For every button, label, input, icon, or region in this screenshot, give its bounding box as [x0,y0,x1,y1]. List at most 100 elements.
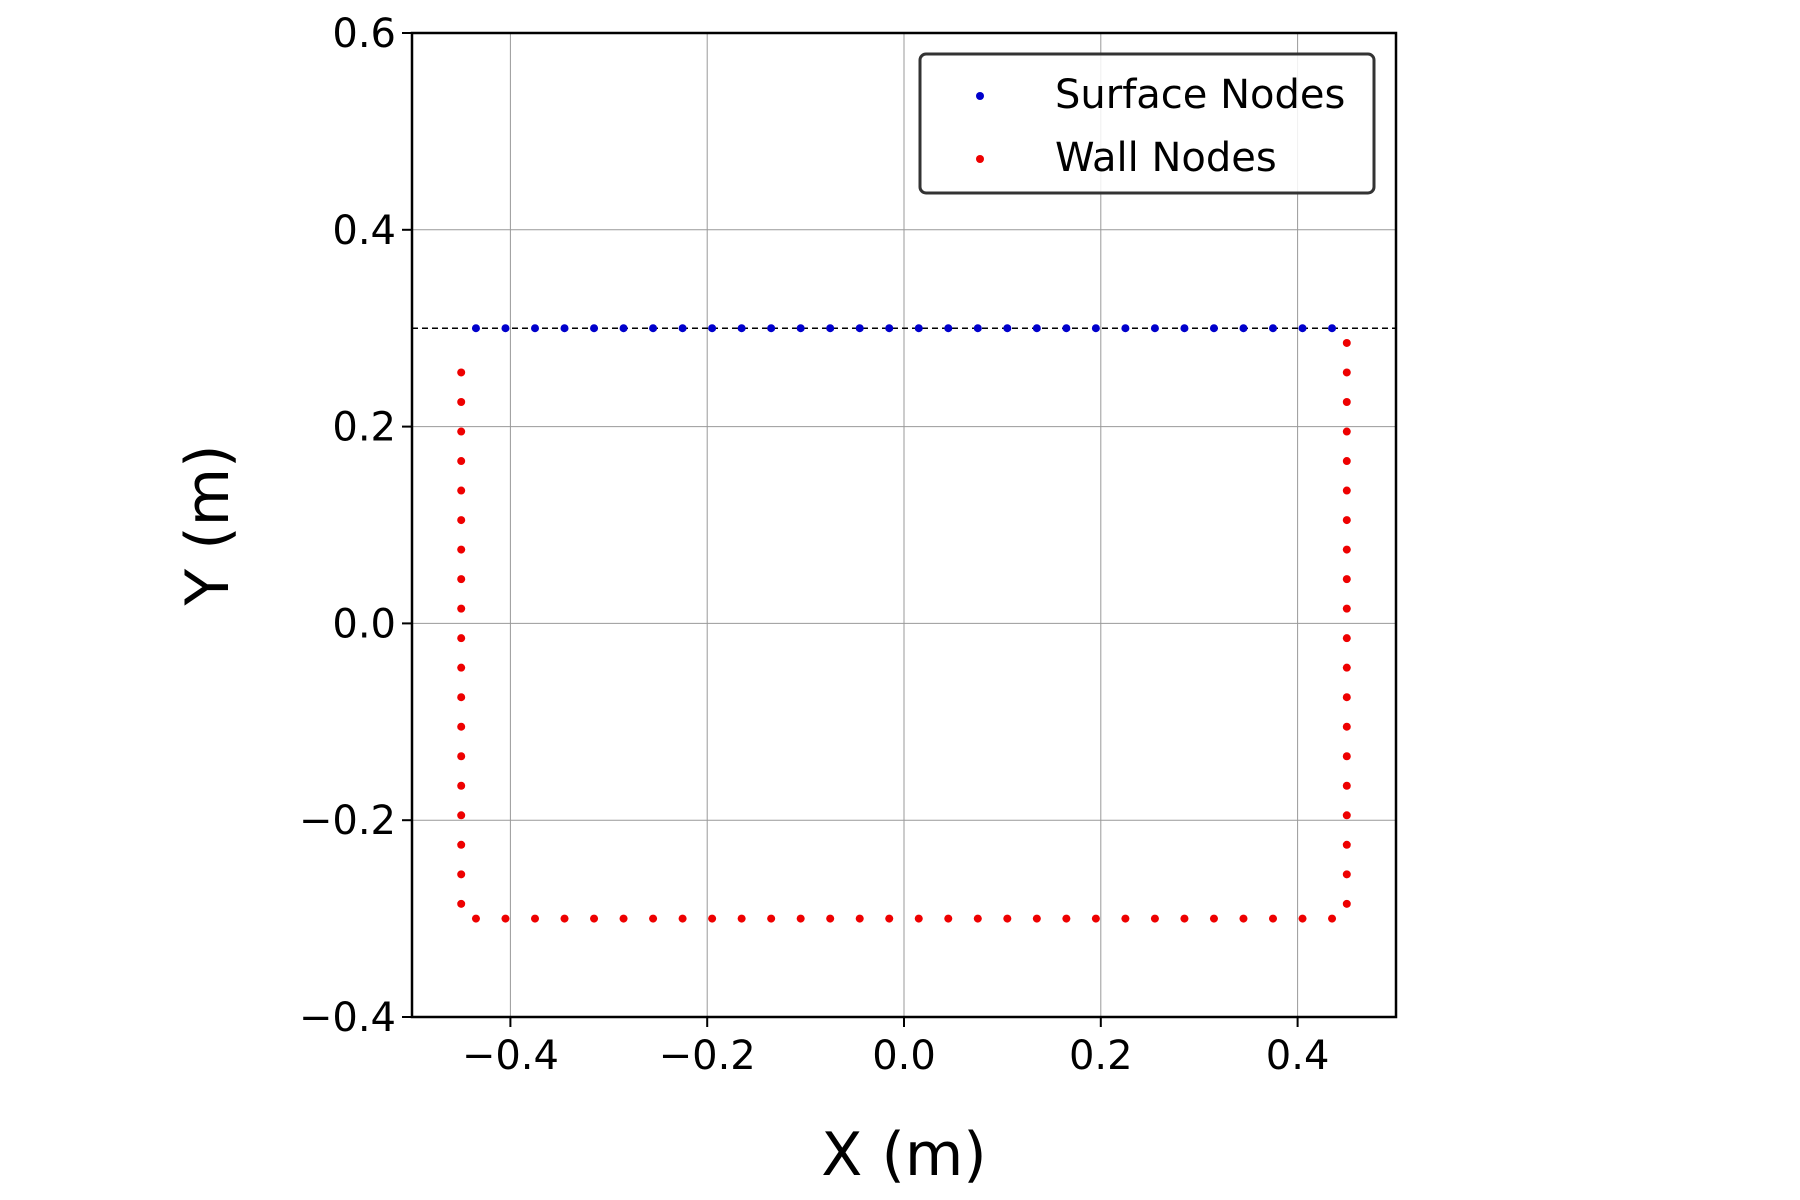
data-point [1342,811,1351,820]
data-point [457,722,466,731]
data-point [1091,324,1100,333]
data-point [1209,914,1218,923]
data-point [1298,324,1307,333]
x-tick-label: 0.2 [1069,1033,1133,1079]
data-point [457,545,466,554]
data-point [1032,914,1041,923]
y-tick-label: 0.2 [332,405,396,451]
data-point [1328,914,1337,923]
data-point [1342,486,1351,495]
x-axis-label: X (m) [821,1120,986,1190]
data-point [471,914,480,923]
data-point [457,368,466,377]
data-point [1298,914,1307,923]
data-point [1342,427,1351,436]
data-point [501,914,510,923]
data-point [826,324,835,333]
data-point [944,324,953,333]
data-point [590,914,599,923]
data-point [457,486,466,495]
data-point [560,324,569,333]
legend: Surface Nodes Wall Nodes [918,52,1376,195]
x-tick-label: 0.0 [872,1033,936,1079]
data-point [457,663,466,672]
data-point [1342,663,1351,672]
data-point [560,914,569,923]
data-point [457,840,466,849]
data-point [708,914,717,923]
y-tick-label: −0.2 [299,798,396,844]
data-point [1342,634,1351,643]
data-point [457,427,466,436]
data-point [1180,324,1189,333]
data-point [531,324,539,333]
data-point [678,914,687,923]
data-point [708,324,717,333]
data-point [1180,914,1189,923]
data-point [457,604,466,613]
data-point [1150,324,1159,333]
data-point [1269,914,1277,923]
x-tick-label: −0.2 [659,1033,756,1079]
data-point [1062,324,1071,333]
data-point [1342,693,1351,702]
data-point [1342,575,1351,584]
data-point [457,811,466,820]
data-point [501,324,510,333]
x-tick-label: 0.4 [1266,1033,1330,1079]
data-point [1342,899,1351,908]
data-point [1342,516,1351,525]
data-point [649,914,658,923]
data-point [1091,914,1100,923]
data-point [619,324,628,333]
data-point [1342,870,1351,879]
plot-frame [410,31,1398,1019]
data-point [796,914,805,923]
data-point [914,914,923,923]
data-point [457,899,466,908]
data-point [457,516,466,525]
data-point [973,324,982,333]
data-point [1269,324,1277,333]
data-point [1342,722,1351,731]
data-point [1342,752,1351,761]
data-point [590,324,599,333]
y-tick-label: 0.6 [332,11,396,57]
data-point [826,914,835,923]
y-tick-label: 0.0 [332,601,396,647]
legend-label: Surface Nodes [1055,72,1345,118]
data-point [457,398,466,406]
data-point [457,457,466,466]
y-tick-label: −0.4 [299,995,396,1041]
data-point [1342,781,1351,790]
data-point [1342,368,1351,377]
legend-marker [976,92,984,100]
data-point [619,914,628,923]
data-point [1342,604,1351,613]
data-point [855,914,864,923]
data-point [1032,324,1041,333]
data-point [471,324,480,333]
data-point [1209,324,1218,333]
data-point [1121,324,1130,333]
data-point [1003,914,1012,923]
legend-box [918,52,1376,195]
data-point [944,914,953,923]
data-point [767,914,776,923]
legend-marker [976,155,984,163]
data-point [1239,914,1248,923]
data-point [885,324,894,333]
data-point [1062,914,1071,923]
data-point [457,693,466,702]
data-point [457,781,466,790]
data-point [1003,324,1012,333]
data-point [678,324,687,333]
data-point [737,914,746,923]
data-point [973,914,982,923]
y-axis-label: Y (m) [173,445,243,607]
data-point [531,914,539,923]
data-point [457,634,466,643]
data-point [767,324,776,333]
x-tick-label: −0.4 [462,1033,559,1079]
